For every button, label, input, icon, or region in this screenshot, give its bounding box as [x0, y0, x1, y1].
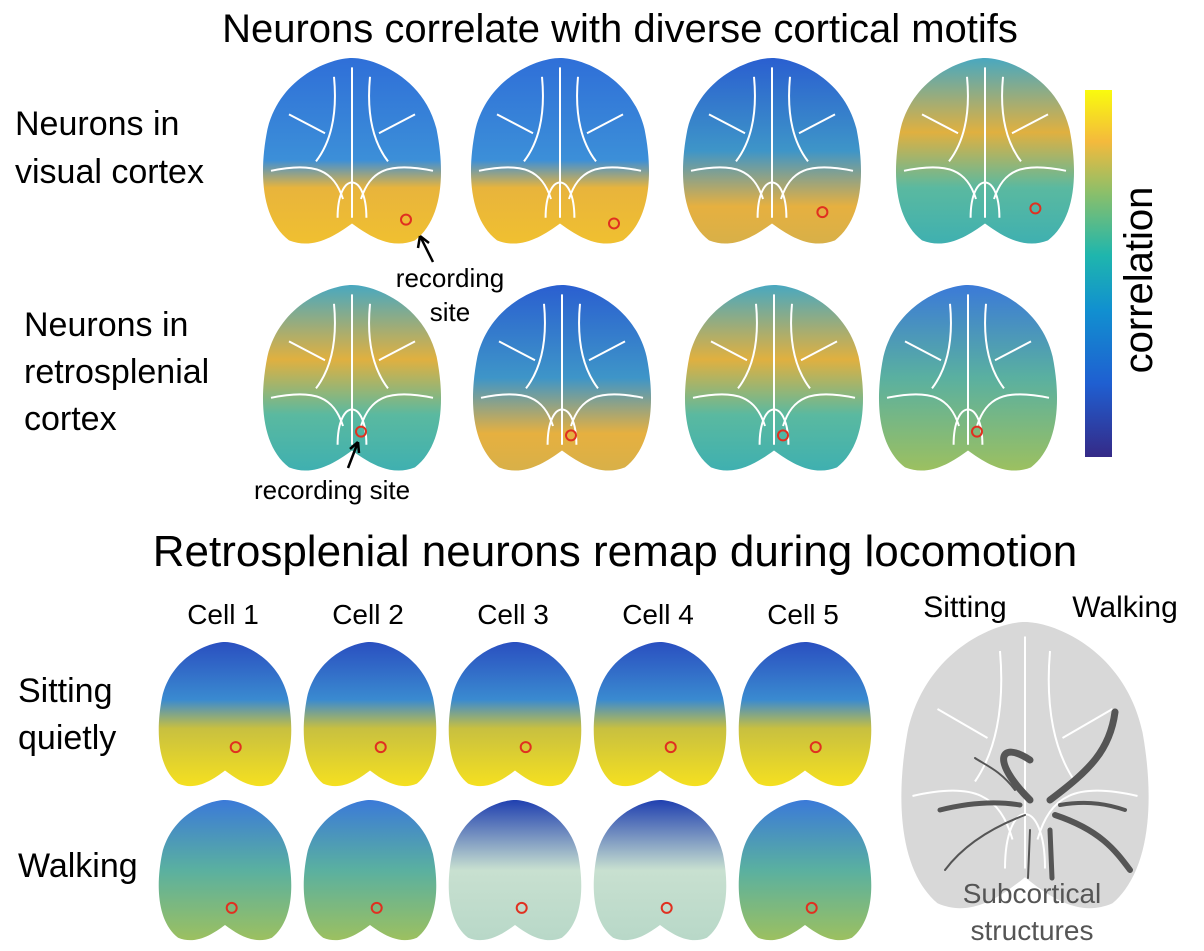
- area-borders: [691, 67, 853, 217]
- brain-map: [304, 642, 437, 786]
- brain-map: [473, 285, 651, 471]
- row-label: retrosplenial: [24, 353, 209, 391]
- brain-outline: [593, 800, 727, 941]
- area-borders: [271, 67, 433, 217]
- brain-outline: [738, 642, 872, 787]
- row-label: cortex: [24, 400, 117, 438]
- diagram-caption: Subcortical: [963, 878, 1102, 909]
- arrow: [416, 235, 435, 263]
- diagram-label: Sitting: [923, 591, 1006, 624]
- brain-map: [594, 642, 727, 786]
- brain-map: [263, 58, 441, 244]
- row-label: Sitting: [18, 672, 113, 710]
- cell-labels: Cell 1 Cell 2 Cell 3 Cell 4 Cell 5: [187, 599, 839, 630]
- recording-site: [356, 427, 366, 437]
- area-borders: [904, 67, 1066, 217]
- brain-outline: [158, 800, 292, 941]
- recording-site: [517, 903, 527, 913]
- brain-outline: [448, 800, 582, 941]
- recording-site: [376, 742, 386, 752]
- recording-site: [372, 903, 382, 913]
- brain-map: [901, 622, 1148, 908]
- area-borders: [693, 294, 855, 444]
- brain-outline: [593, 642, 727, 787]
- brain-map: [896, 58, 1074, 244]
- brain-map: [471, 58, 649, 244]
- recording-site: [662, 903, 672, 913]
- area-borders: [481, 294, 643, 444]
- brain-map: [159, 642, 292, 786]
- bottom-title: Retrosplenial neurons remap during locom…: [153, 527, 1078, 576]
- cell-label: Cell 5: [767, 599, 839, 630]
- recording-site: [666, 742, 676, 752]
- brain-map: [263, 285, 441, 471]
- cell-label: Cell 1: [187, 599, 259, 630]
- annotation: recording: [396, 263, 504, 293]
- top-title: Neurons correlate with diverse cortical …: [222, 7, 1018, 51]
- cell-label: Cell 3: [477, 599, 549, 630]
- brain-map: [739, 800, 872, 940]
- recording-site: [521, 742, 531, 752]
- row-label: quietly: [18, 719, 116, 757]
- recording-site: [811, 742, 821, 752]
- recording-site: [401, 215, 411, 225]
- recording-site: [609, 218, 619, 228]
- area-borders: [271, 294, 433, 444]
- colorbar: [1085, 90, 1112, 457]
- brain-outline: [158, 642, 292, 787]
- cell-label: Cell 2: [332, 599, 404, 630]
- brain-map: [685, 285, 863, 471]
- recording-site: [807, 903, 817, 913]
- brain-map: [449, 642, 582, 786]
- brain-map: [449, 800, 582, 940]
- recording-site: [778, 430, 788, 440]
- brain-map: [594, 800, 727, 940]
- area-borders: [479, 67, 641, 217]
- diagram-arrows: [937, 708, 1133, 881]
- recording-site: [1030, 203, 1040, 213]
- row-label: visual cortex: [15, 153, 204, 191]
- arrow: [346, 441, 361, 469]
- recording-site: [566, 430, 576, 440]
- recording-site: [817, 207, 827, 217]
- brain-map: [159, 800, 292, 940]
- row-label: Neurons in: [24, 306, 188, 344]
- recording-site: [231, 742, 241, 752]
- cell-label: Cell 4: [622, 599, 694, 630]
- brain-outline: [738, 800, 872, 941]
- brain-map: [879, 285, 1057, 471]
- brain-outline: [303, 642, 437, 787]
- colorbar-label: correlation: [1117, 187, 1161, 374]
- diagram-caption: structures: [971, 915, 1094, 946]
- recording-site: [227, 903, 237, 913]
- diagram-label: Walking: [1072, 591, 1178, 624]
- row-label: Walking: [18, 847, 138, 885]
- row-label: Neurons in: [15, 105, 179, 143]
- brain-outline: [448, 642, 582, 787]
- brain-map: [739, 642, 872, 786]
- annotation: recording site: [254, 475, 410, 505]
- area-borders: [887, 294, 1049, 444]
- annotation: site: [430, 297, 470, 327]
- brain-outline: [303, 800, 437, 941]
- brain-map: [304, 800, 437, 940]
- brain-map: [683, 58, 861, 244]
- recording-site: [972, 427, 982, 437]
- brain-maps: [159, 58, 1149, 940]
